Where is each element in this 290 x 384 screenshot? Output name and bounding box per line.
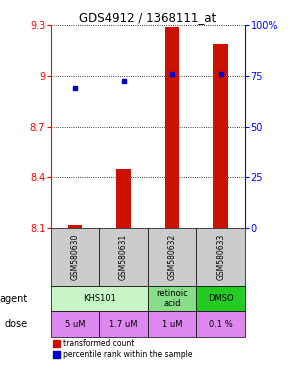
Bar: [51, 311, 99, 337]
Bar: [197, 286, 245, 311]
Bar: [148, 228, 196, 286]
Bar: [99, 311, 148, 337]
Text: GSM580631: GSM580631: [119, 234, 128, 280]
Text: 1.7 uM: 1.7 uM: [109, 320, 138, 329]
Text: dose: dose: [4, 319, 28, 329]
Text: 5 uM: 5 uM: [65, 320, 85, 329]
Text: 1 uM: 1 uM: [162, 320, 182, 329]
Text: retinoic
acid: retinoic acid: [156, 289, 188, 308]
Bar: [213, 43, 228, 228]
Bar: [51, 228, 99, 286]
Bar: [148, 286, 196, 311]
Text: DMSO: DMSO: [208, 294, 233, 303]
Bar: [165, 26, 180, 228]
Legend: transformed count, percentile rank within the sample: transformed count, percentile rank withi…: [52, 339, 192, 359]
Text: GSM580633: GSM580633: [216, 234, 225, 280]
Text: KHS101: KHS101: [83, 294, 116, 303]
Text: GSM580630: GSM580630: [70, 234, 79, 280]
Text: GSM580632: GSM580632: [168, 234, 177, 280]
Bar: [99, 228, 148, 286]
Bar: [116, 169, 131, 228]
Bar: [148, 311, 196, 337]
Bar: [197, 228, 245, 286]
Bar: [68, 225, 82, 228]
Bar: [51, 286, 148, 311]
Text: 0.1 %: 0.1 %: [209, 320, 233, 329]
Title: GDS4912 / 1368111_at: GDS4912 / 1368111_at: [79, 11, 217, 24]
Text: agent: agent: [0, 293, 28, 304]
Bar: [197, 311, 245, 337]
